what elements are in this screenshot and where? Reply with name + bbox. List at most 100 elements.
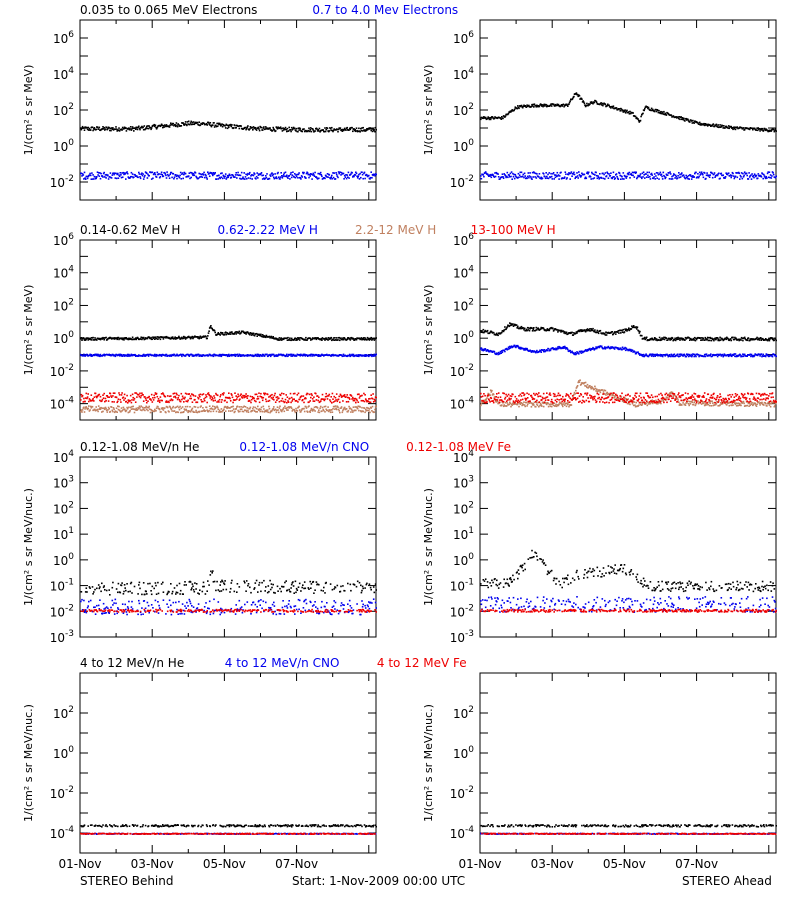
data-point [103, 171, 105, 174]
data-point [364, 355, 367, 357]
data-point [334, 405, 337, 407]
data-point [585, 329, 588, 331]
data-point [81, 175, 83, 177]
data-point [253, 399, 256, 402]
data-point [258, 333, 261, 336]
data-point [83, 171, 86, 174]
data-point [311, 128, 314, 130]
data-point [511, 178, 513, 180]
data-point [127, 176, 130, 178]
data-point [234, 355, 237, 357]
data-point [88, 174, 91, 176]
data-point [261, 397, 263, 399]
data-point [509, 322, 511, 324]
data-point [142, 337, 144, 340]
data-point [748, 339, 751, 342]
data-point [329, 399, 331, 401]
data-point [310, 353, 313, 356]
data-point [152, 336, 154, 338]
data-point [630, 328, 633, 330]
data-point [179, 174, 181, 177]
data-point [132, 396, 134, 399]
data-point [703, 355, 705, 358]
data-point [565, 103, 568, 106]
data-point [698, 171, 701, 174]
data-point [712, 338, 715, 340]
data-point [331, 392, 334, 395]
data-point [358, 337, 361, 340]
data-point [618, 332, 620, 334]
data-point [112, 392, 115, 394]
data-point [597, 175, 599, 177]
data-point [192, 123, 194, 125]
data-point [138, 127, 141, 130]
data-point [676, 177, 679, 179]
data-point [159, 396, 162, 398]
data-point [306, 392, 309, 395]
data-point [501, 116, 503, 118]
series-black [80, 120, 377, 133]
data-point [617, 178, 620, 180]
data-point [660, 354, 663, 356]
data-point [586, 171, 589, 173]
data-point [245, 173, 247, 176]
data-point [285, 354, 287, 357]
data-point [605, 334, 608, 336]
data-point [487, 116, 489, 118]
data-point [699, 337, 702, 339]
data-point [128, 338, 131, 341]
data-point [99, 177, 102, 180]
data-point [769, 176, 771, 179]
data-point [178, 406, 180, 409]
data-point [661, 178, 664, 180]
data-point [756, 129, 759, 132]
data-point [237, 395, 240, 398]
data-point [208, 124, 211, 126]
data-point [159, 125, 162, 128]
data-point [175, 354, 178, 357]
data-point [232, 127, 235, 129]
data-point [199, 410, 201, 413]
data-point [239, 354, 241, 356]
data-point [125, 130, 128, 132]
data-point [290, 337, 293, 340]
data-point [363, 407, 366, 409]
data-point [298, 337, 300, 339]
data-point [206, 178, 208, 180]
data-point [143, 176, 146, 178]
data-point [718, 339, 721, 342]
data-point [227, 407, 229, 409]
data-point [215, 393, 218, 396]
data-point [268, 399, 271, 402]
data-point [555, 104, 558, 107]
data-point [514, 173, 517, 176]
data-point [591, 329, 594, 332]
data-point [144, 355, 147, 357]
data-point [640, 353, 642, 356]
data-point [311, 398, 314, 400]
data-point [636, 326, 639, 328]
data-point [290, 130, 292, 133]
data-point [175, 122, 178, 124]
data-point [576, 93, 579, 96]
data-point [530, 105, 533, 108]
data-point [491, 116, 494, 118]
data-point [216, 122, 218, 125]
data-point [116, 173, 118, 176]
data-point [628, 111, 630, 113]
data-point [210, 124, 212, 127]
data-point [631, 174, 633, 176]
data-point [129, 355, 132, 357]
data-point [96, 353, 98, 356]
data-point [189, 123, 191, 126]
data-point [229, 400, 232, 402]
data-point [257, 355, 259, 357]
data-point [706, 124, 708, 126]
data-point [321, 406, 324, 409]
data-point [272, 407, 274, 410]
data-point [480, 177, 483, 180]
data-point [486, 330, 488, 333]
data-point [369, 176, 372, 179]
data-point [99, 399, 101, 402]
data-point [338, 395, 340, 398]
